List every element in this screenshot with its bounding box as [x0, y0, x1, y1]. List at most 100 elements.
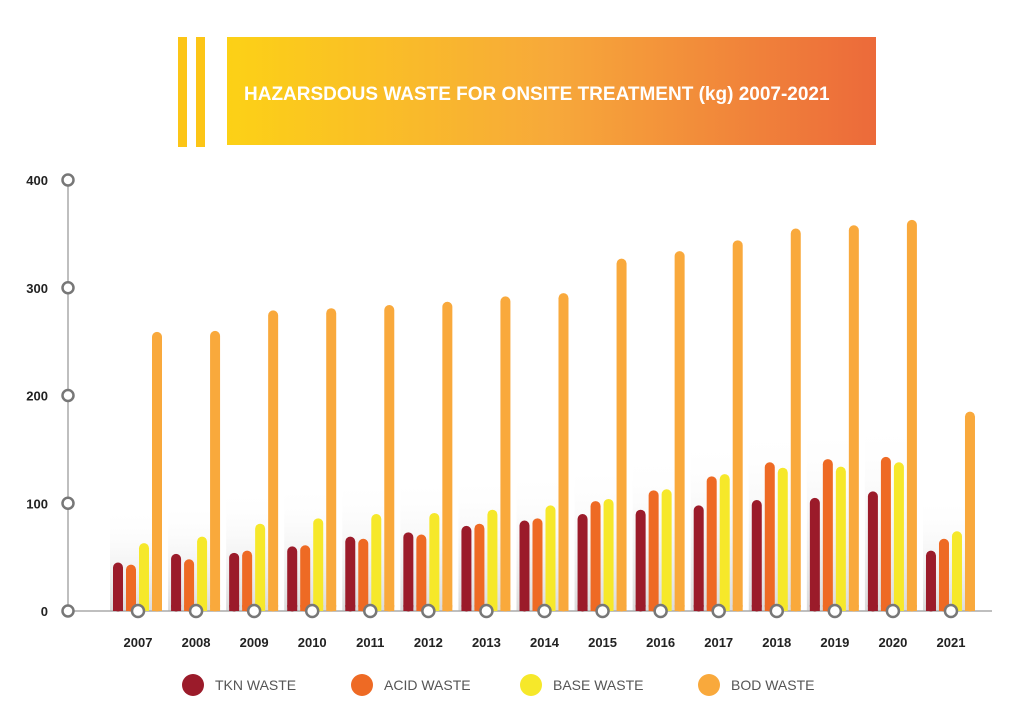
bar-acid-waste-2015 — [590, 501, 601, 612]
bar-base — [648, 605, 659, 611]
x-tick-marker — [421, 603, 436, 619]
x-tick-marker — [130, 603, 146, 619]
bar-base — [442, 605, 453, 611]
bar-base — [732, 605, 743, 611]
bar-acid-waste-2014 — [532, 518, 543, 612]
bar-base-waste-2015 — [603, 498, 614, 612]
bar-base — [358, 605, 369, 611]
bar-bod-waste-2011 — [384, 304, 395, 612]
title-accent-bar-2 — [196, 37, 205, 147]
bar-base — [152, 605, 162, 611]
bar-base — [577, 605, 588, 611]
bar-base — [242, 605, 253, 611]
bar-tkn-waste-2014 — [519, 520, 530, 612]
bar-base — [126, 605, 136, 611]
y-tick-marker — [61, 604, 75, 618]
bar-tkn-waste-2018 — [751, 500, 762, 612]
bar-base-waste-2014 — [545, 505, 556, 612]
x-tick-marker — [363, 603, 378, 619]
bar-base-waste-2011 — [371, 514, 382, 612]
bar-base — [500, 605, 511, 611]
x-tick-marker — [711, 603, 726, 619]
bar-acid-waste-2016 — [648, 490, 659, 612]
x-tick-label: 2021 — [937, 635, 966, 650]
x-tick-marker — [885, 603, 901, 619]
legend-label: ACID WASTE — [384, 677, 471, 693]
bar-bod-waste-2009 — [268, 310, 279, 612]
x-tick-label: 2016 — [646, 635, 675, 650]
x-tick-marker — [479, 603, 494, 619]
bar-tkn-waste-2020 — [867, 491, 878, 612]
bar-base — [532, 605, 543, 611]
y-tick-marker — [61, 173, 75, 187]
legend-label: BOD WASTE — [731, 677, 815, 693]
bar-bod-waste-2014 — [558, 293, 569, 612]
title-accent-bar-1 — [178, 37, 187, 147]
x-tick-label: 2013 — [472, 635, 501, 650]
bar-base — [403, 605, 414, 611]
x-tick-label: 2015 — [588, 635, 617, 650]
bar-tkn-waste-2009 — [229, 552, 240, 612]
bar-bod-waste-2021 — [964, 411, 975, 612]
bar-bod-waste-2017 — [732, 240, 743, 612]
bar-base — [790, 605, 801, 611]
x-tick-marker — [595, 603, 610, 619]
bar-base — [706, 605, 717, 611]
x-tick-label: 2011 — [356, 635, 384, 650]
y-tick-label: 100 — [26, 496, 48, 511]
title-banner — [227, 37, 876, 145]
x-tick-marker — [943, 603, 959, 619]
bar-base — [867, 605, 878, 611]
bar-bod-waste-2020 — [906, 219, 917, 612]
bar-base-waste-2019 — [835, 466, 846, 612]
bar-bod-waste-2010 — [326, 308, 337, 612]
x-tick-label: 2007 — [124, 635, 153, 650]
bar-base-waste-2009 — [255, 523, 266, 612]
bar-tkn-waste-2010 — [287, 546, 298, 612]
bar-base — [880, 605, 891, 611]
y-tick-label: 0 — [41, 604, 48, 619]
bar-base — [210, 605, 221, 611]
bar-base — [300, 605, 311, 611]
bar-tkn-waste-2013 — [461, 525, 472, 612]
x-tick-marker — [769, 603, 785, 619]
x-tick-label: 2012 — [414, 635, 443, 650]
bar-acid-waste-2012 — [416, 534, 427, 612]
bar-base — [416, 605, 427, 611]
bar-base — [938, 605, 949, 611]
bar-base — [764, 605, 775, 611]
bar-tkn-waste-2011 — [345, 536, 356, 612]
bar-acid-waste-2017 — [706, 476, 717, 612]
x-tick-marker — [246, 603, 262, 619]
bar-base-waste-2017 — [719, 474, 730, 612]
legend-label: TKN WASTE — [215, 677, 296, 693]
bar-base-waste-2016 — [661, 489, 672, 612]
x-tick-marker — [188, 603, 204, 619]
bar-base — [906, 605, 917, 611]
bar-base-waste-2018 — [777, 467, 788, 612]
bar-base — [674, 605, 685, 611]
bar-base — [848, 605, 859, 611]
x-tick-label: 2008 — [182, 635, 211, 650]
x-tick-marker — [653, 603, 668, 619]
bar-base — [229, 605, 240, 611]
x-tick-label: 2009 — [240, 635, 269, 650]
x-tick-label: 2017 — [704, 635, 733, 650]
bar-base — [519, 605, 530, 611]
bar-acid-waste-2007 — [126, 564, 136, 612]
bar-tkn-waste-2017 — [693, 505, 704, 612]
x-tick-label: 2018 — [762, 635, 791, 650]
bar-base-waste-2013 — [487, 509, 498, 612]
bar-base — [964, 605, 975, 611]
bar-acid-waste-2013 — [474, 523, 485, 612]
bar-tkn-waste-2012 — [403, 532, 414, 612]
bar-bod-waste-2015 — [616, 258, 627, 612]
bar-base — [184, 605, 195, 611]
bar-base — [384, 605, 395, 611]
bar-tkn-waste-2016 — [635, 509, 646, 612]
legend-swatch — [182, 674, 204, 696]
bar-base — [635, 605, 646, 611]
legend-label: BASE WASTE — [553, 677, 644, 693]
x-tick-marker — [537, 603, 552, 619]
